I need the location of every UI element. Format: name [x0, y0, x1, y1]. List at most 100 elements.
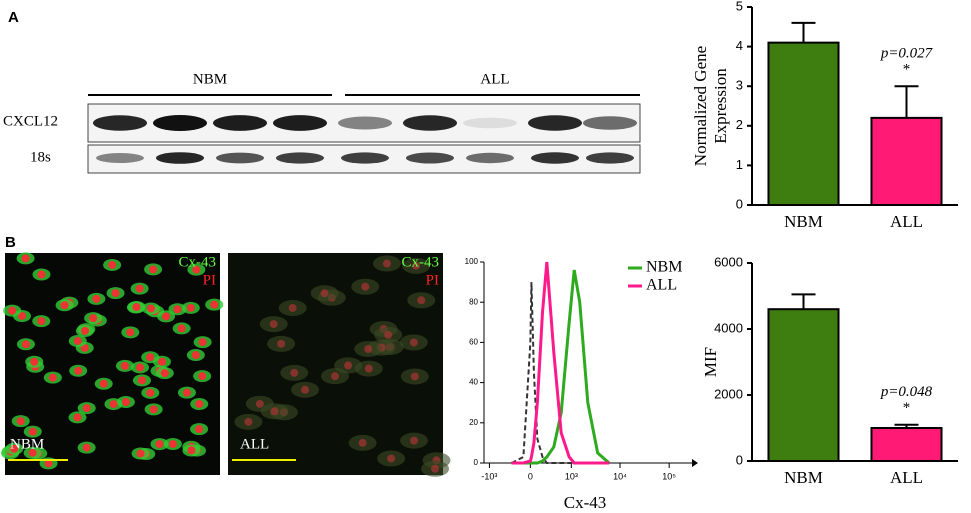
nucleus [301, 385, 310, 394]
nucleus [126, 328, 135, 337]
row-label: 18s [30, 149, 51, 165]
nucleus [21, 254, 30, 263]
nucleus [92, 294, 101, 303]
nucleus [146, 388, 155, 397]
series-line [511, 269, 611, 465]
band [276, 152, 324, 164]
nucleus [146, 353, 155, 362]
x-tick-label: 10⁵ [662, 471, 676, 481]
nucleus [157, 357, 166, 366]
band [528, 115, 582, 131]
x-arrow [692, 459, 698, 467]
nucleus [18, 311, 27, 320]
cells [1, 252, 451, 477]
y-tick-label: 20 [469, 418, 478, 427]
nucleus [255, 399, 264, 408]
legend-label: ALL [646, 277, 677, 294]
nucleus [137, 376, 146, 385]
x-tick-label: 0 [528, 471, 533, 481]
band [96, 153, 144, 163]
significance: * [903, 62, 911, 78]
y-tick-label: 0 [474, 458, 479, 467]
nucleus [80, 326, 89, 335]
nucleus [244, 417, 253, 426]
x-axis-label: Cx-43 [564, 493, 607, 512]
band [586, 152, 634, 164]
nucleus [320, 289, 329, 298]
y-tick-label: 0 [736, 452, 743, 467]
x-tick-label: 10⁴ [613, 471, 627, 481]
x-tick-label: NBM [784, 468, 823, 487]
y-tick-label: 5 [736, 0, 743, 13]
nucleus [344, 361, 353, 370]
nucleus [99, 379, 108, 388]
nucleus [186, 303, 195, 312]
row-label: CXCL12 [3, 113, 58, 129]
nucleus [149, 265, 158, 274]
bar [767, 41, 840, 206]
nucleus [431, 464, 440, 473]
nucleus [191, 351, 200, 360]
nucleus [177, 324, 186, 333]
y-tick-label: 2000 [714, 386, 743, 401]
nucleus [409, 338, 418, 347]
group-label: ALL [480, 71, 509, 87]
nucleus [37, 270, 46, 279]
nucleus [162, 312, 171, 321]
bar [767, 308, 840, 463]
band [341, 152, 389, 164]
y-tick-label: 2 [736, 117, 743, 132]
nucleus [192, 265, 201, 274]
band [403, 115, 457, 131]
nucleus [109, 400, 118, 409]
band [406, 152, 454, 164]
nucleus [44, 459, 53, 468]
annotation: p=0.048 [880, 384, 933, 400]
nucleus [412, 261, 421, 270]
stain-label: PI [426, 272, 439, 288]
stain-label: PI [203, 272, 216, 288]
nucleus [198, 372, 207, 381]
x-tick-label: ALL [890, 468, 923, 487]
legend-label: NBM [646, 259, 682, 276]
nucleus [74, 366, 83, 375]
band [338, 116, 392, 130]
nucleus [387, 454, 396, 463]
nucleus [277, 339, 286, 348]
nucleus [330, 372, 339, 381]
nucleus [155, 440, 164, 449]
band [466, 152, 514, 164]
y-tick-label: 4 [736, 38, 743, 53]
annotation: p=0.027 [880, 46, 934, 62]
nucleus [10, 444, 19, 453]
band [583, 116, 637, 130]
nucleus [82, 443, 91, 452]
nucleus [288, 303, 297, 312]
band [213, 115, 267, 131]
band [273, 115, 327, 131]
x-tick-label: ALL [890, 212, 923, 231]
panel-label: A [8, 9, 19, 26]
x-tick-label: -10³ [481, 471, 497, 481]
nucleus [149, 405, 158, 414]
bar [870, 116, 943, 206]
y-tick-label: 1 [736, 157, 743, 172]
y-tick-label: 4000 [714, 320, 743, 335]
nucleus [361, 282, 370, 291]
nucleus [136, 363, 145, 372]
y-tick-label: 60 [469, 338, 478, 347]
nucleus [16, 417, 25, 426]
nucleus [37, 317, 46, 326]
nucleus [270, 407, 279, 416]
series-line [511, 261, 610, 465]
nucleus [132, 303, 141, 312]
nucleus [182, 388, 191, 397]
x-tick-label: 10³ [565, 471, 578, 481]
nucleus [410, 372, 419, 381]
y-axis-label: MIF [701, 347, 720, 377]
y-axis-label: Normalized Gene [691, 46, 710, 166]
significance: * [903, 400, 911, 416]
y-tick-label: 6000 [714, 254, 743, 269]
stain-label: Cx-43 [402, 254, 440, 270]
